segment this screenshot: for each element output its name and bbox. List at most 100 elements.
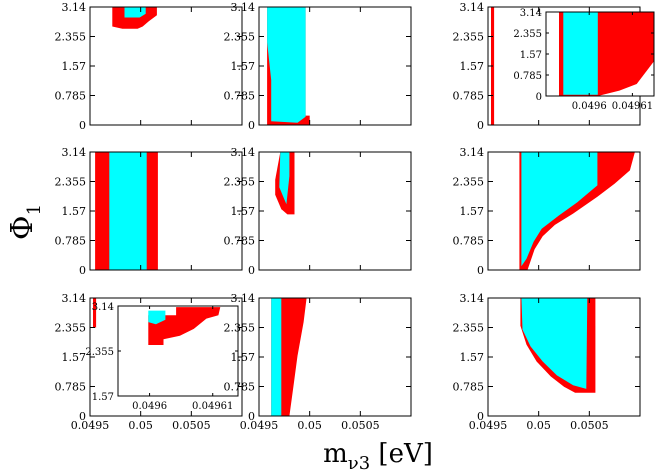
panel-r1c3-ytick-label: 2.355 xyxy=(453,31,485,44)
panel-r1c1-regions xyxy=(112,7,157,29)
inset-r1c3-frame xyxy=(545,11,655,97)
panel-r1c1-ytick-label: 3.14 xyxy=(62,1,87,14)
panel-r1c2: 0 0.785 1.57 2.355 3.14 xyxy=(224,1,412,132)
panel-r1c1-ytick-label: 0 xyxy=(79,119,86,132)
inset-r1c3-ytick-label: 3.14 xyxy=(520,8,542,19)
panel-r1c1-ytick-label: 2.355 xyxy=(55,31,87,44)
panel-r3c3-ytick-label: 0.785 xyxy=(453,381,485,394)
panel-r1c2-inner-region xyxy=(267,7,306,123)
x-axis-label-unit: [eV] xyxy=(370,439,433,469)
panel-r2c2: 0 0.785 1.57 2.355 3.14 xyxy=(224,146,412,277)
panel-r3c3-xtick-label: 0.05 xyxy=(526,419,551,432)
panel-r1c3-ytick-label: 1.57 xyxy=(460,60,485,73)
inset-r1c3-xtick-label: 0.04961 xyxy=(612,101,653,112)
panel-r3c2-ytick-label: 1.57 xyxy=(231,351,256,364)
panel-r3c3-regions xyxy=(520,298,596,393)
panel-r2c2-frame xyxy=(258,151,412,271)
inset-r1c3: 0.0496 0.04961 0.785 1.57 2.355 3.14 0 xyxy=(513,8,655,112)
panel-r2c3: 0 0.785 1.57 2.355 3.14 xyxy=(453,146,641,277)
panel-r3c1-xtick-label: 0.0495 xyxy=(71,419,110,432)
panel-r2c1-ytick-label: 1.57 xyxy=(62,205,87,218)
panel-r2c2-ytick-label: 0 xyxy=(248,264,255,277)
panel-grid: 00.7851.572.3553.1400.7851.572.3553.1400… xyxy=(55,1,655,432)
panel-r2c3-frame xyxy=(487,151,641,271)
panel-r1c1-ytick-label: 1.57 xyxy=(62,60,87,73)
panel-r1c1: 0 0.785 1.57 2.355 3.14 xyxy=(55,1,243,132)
panel-r2c2-ytick-label: 0.785 xyxy=(224,235,256,248)
panel-r3c2-ytick-label: 0 xyxy=(248,410,255,423)
panel-r2c3-ytick-label: 0 xyxy=(477,264,484,277)
y-axis-label: Φ1 xyxy=(5,204,45,240)
panel-r3c1-outer-region xyxy=(93,298,97,328)
panel-r1c1-ytick-label: 0.785 xyxy=(55,90,87,103)
panel-r1c3: 0 0.785 1.57 2.355 3.14 0.0496 0.04961 0.785 1.5… xyxy=(453,1,655,132)
panel-r2c3-ytick-label: 2.355 xyxy=(453,176,485,189)
inset-r1c3-ytick-label-extra: 0 xyxy=(536,92,542,103)
inset-r1c3-ytick-label: 2.355 xyxy=(513,29,542,40)
panel-r3c1-regions xyxy=(93,298,97,328)
panel-r2c1: 0 0.785 1.57 2.355 3.14 xyxy=(55,146,243,277)
panel-r3c2: 0.0495 0.05 0.0505 0 0.785 1.57 2.355 3.14 xyxy=(224,292,412,432)
panel-r1c3-ytick-label: 3.14 xyxy=(460,1,485,14)
panel-r1c3-ytick-label: 0.785 xyxy=(453,90,485,103)
inset-r3c1-outer-region xyxy=(148,307,221,345)
panel-r3c1-xtick-label: 0.0505 xyxy=(172,419,211,432)
panel-r3c3-ytick-label: 3.14 xyxy=(460,292,485,305)
panel-r3c3-xtick-label: 0.0495 xyxy=(469,419,508,432)
panel-r3c1-frame xyxy=(89,297,243,417)
panel-r2c1-ytick-label: 0 xyxy=(79,264,86,277)
inset-r1c3-xtick-label: 0.0496 xyxy=(572,101,607,112)
inset-r1c3-ytick-label: 0.785 xyxy=(513,71,542,82)
panel-r3c1-ytick-label: 2.355 xyxy=(55,322,87,335)
panel-r1c1-frame xyxy=(89,6,243,126)
panel-r2c3-ytick-label: 3.14 xyxy=(460,146,485,159)
panel-r3c3-inner-region xyxy=(521,298,588,389)
panel-r3c2-inner-region xyxy=(271,298,282,416)
panel-r2c1-regions xyxy=(95,152,158,270)
panel-r2c1-ytick-label: 2.355 xyxy=(55,176,87,189)
inset-r3c1-frame xyxy=(117,305,239,397)
inset-r1c3-inner-region xyxy=(563,12,598,95)
panel-r3c3-ytick-label: 0 xyxy=(477,410,484,423)
panel-r3c1: 0.0495 0.05 0.050500.7851.572.3553.140.049… xyxy=(55,292,243,432)
panel-r1c2-regions xyxy=(267,7,310,125)
panel-r1c1-outer-region xyxy=(112,7,157,29)
panel-r1c2-ytick-label: 2.355 xyxy=(224,31,256,44)
panel-r3c2-ytick-label: 0.785 xyxy=(224,381,256,394)
y-axis-label-main: Φ xyxy=(5,215,40,240)
panel-r2c2-inner-region xyxy=(279,152,290,205)
panel-r3c1-ytick-label: 1.57 xyxy=(62,351,87,364)
x-axis-label-sub: ν3 xyxy=(348,453,370,474)
panel-r2c1-inner-region xyxy=(109,152,147,270)
panel-r3c1-xtick-label: 0.05 xyxy=(128,419,153,432)
panel-r2c2-ytick-label: 2.355 xyxy=(224,176,256,189)
panel-r3c2-ytick-label: 3.14 xyxy=(231,292,256,305)
x-axis-label-main: m xyxy=(323,439,348,469)
panel-r3c1-ytick-label: 3.14 xyxy=(62,292,87,305)
inset-r3c1-xtick-label: 0.04961 xyxy=(192,401,233,412)
inset-r3c1-ytick-label: 3.14 xyxy=(92,302,114,313)
inset-r3c1-ytick-label: 2.355 xyxy=(85,347,114,358)
panel-r1c3-ytick-label: 0 xyxy=(477,119,484,132)
inset-r3c1-regions xyxy=(148,307,221,345)
panel-r2c3-ytick-label: 1.57 xyxy=(460,205,485,218)
panel-r3c3-xtick-label: 0.0505 xyxy=(570,419,609,432)
panel-r2c2-ytick-label: 3.14 xyxy=(231,146,256,159)
inset-r3c1-ytick-label: 1.57 xyxy=(92,392,114,403)
panel-r1c2-ytick-label: 3.14 xyxy=(231,1,256,14)
panel-r3c2-xtick-label: 0.0495 xyxy=(240,419,279,432)
panel-r2c1-ytick-label: 0.785 xyxy=(55,235,87,248)
panel-r2c1-ytick-label: 3.14 xyxy=(62,146,87,159)
panel-r3c3-ytick-label: 2.355 xyxy=(453,322,485,335)
panel-r1c2-ytick-label: 1.57 xyxy=(231,60,256,73)
y-axis-label-sub: 1 xyxy=(24,204,45,215)
inset-r3c1-xtick-label: 0.0496 xyxy=(132,401,167,412)
panel-r3c3-ytick-label: 1.57 xyxy=(460,351,485,364)
panel-r1c2-frame xyxy=(258,6,412,126)
inset-r1c3-regions xyxy=(559,12,654,96)
panel-r2c1-frame xyxy=(89,151,243,271)
panel-r3c2-xtick-label: 0.05 xyxy=(297,419,322,432)
panel-r3c2-xtick-label: 0.0505 xyxy=(341,419,380,432)
panel-r3c2-regions xyxy=(271,298,307,416)
panel-r2c3-regions xyxy=(519,152,635,270)
